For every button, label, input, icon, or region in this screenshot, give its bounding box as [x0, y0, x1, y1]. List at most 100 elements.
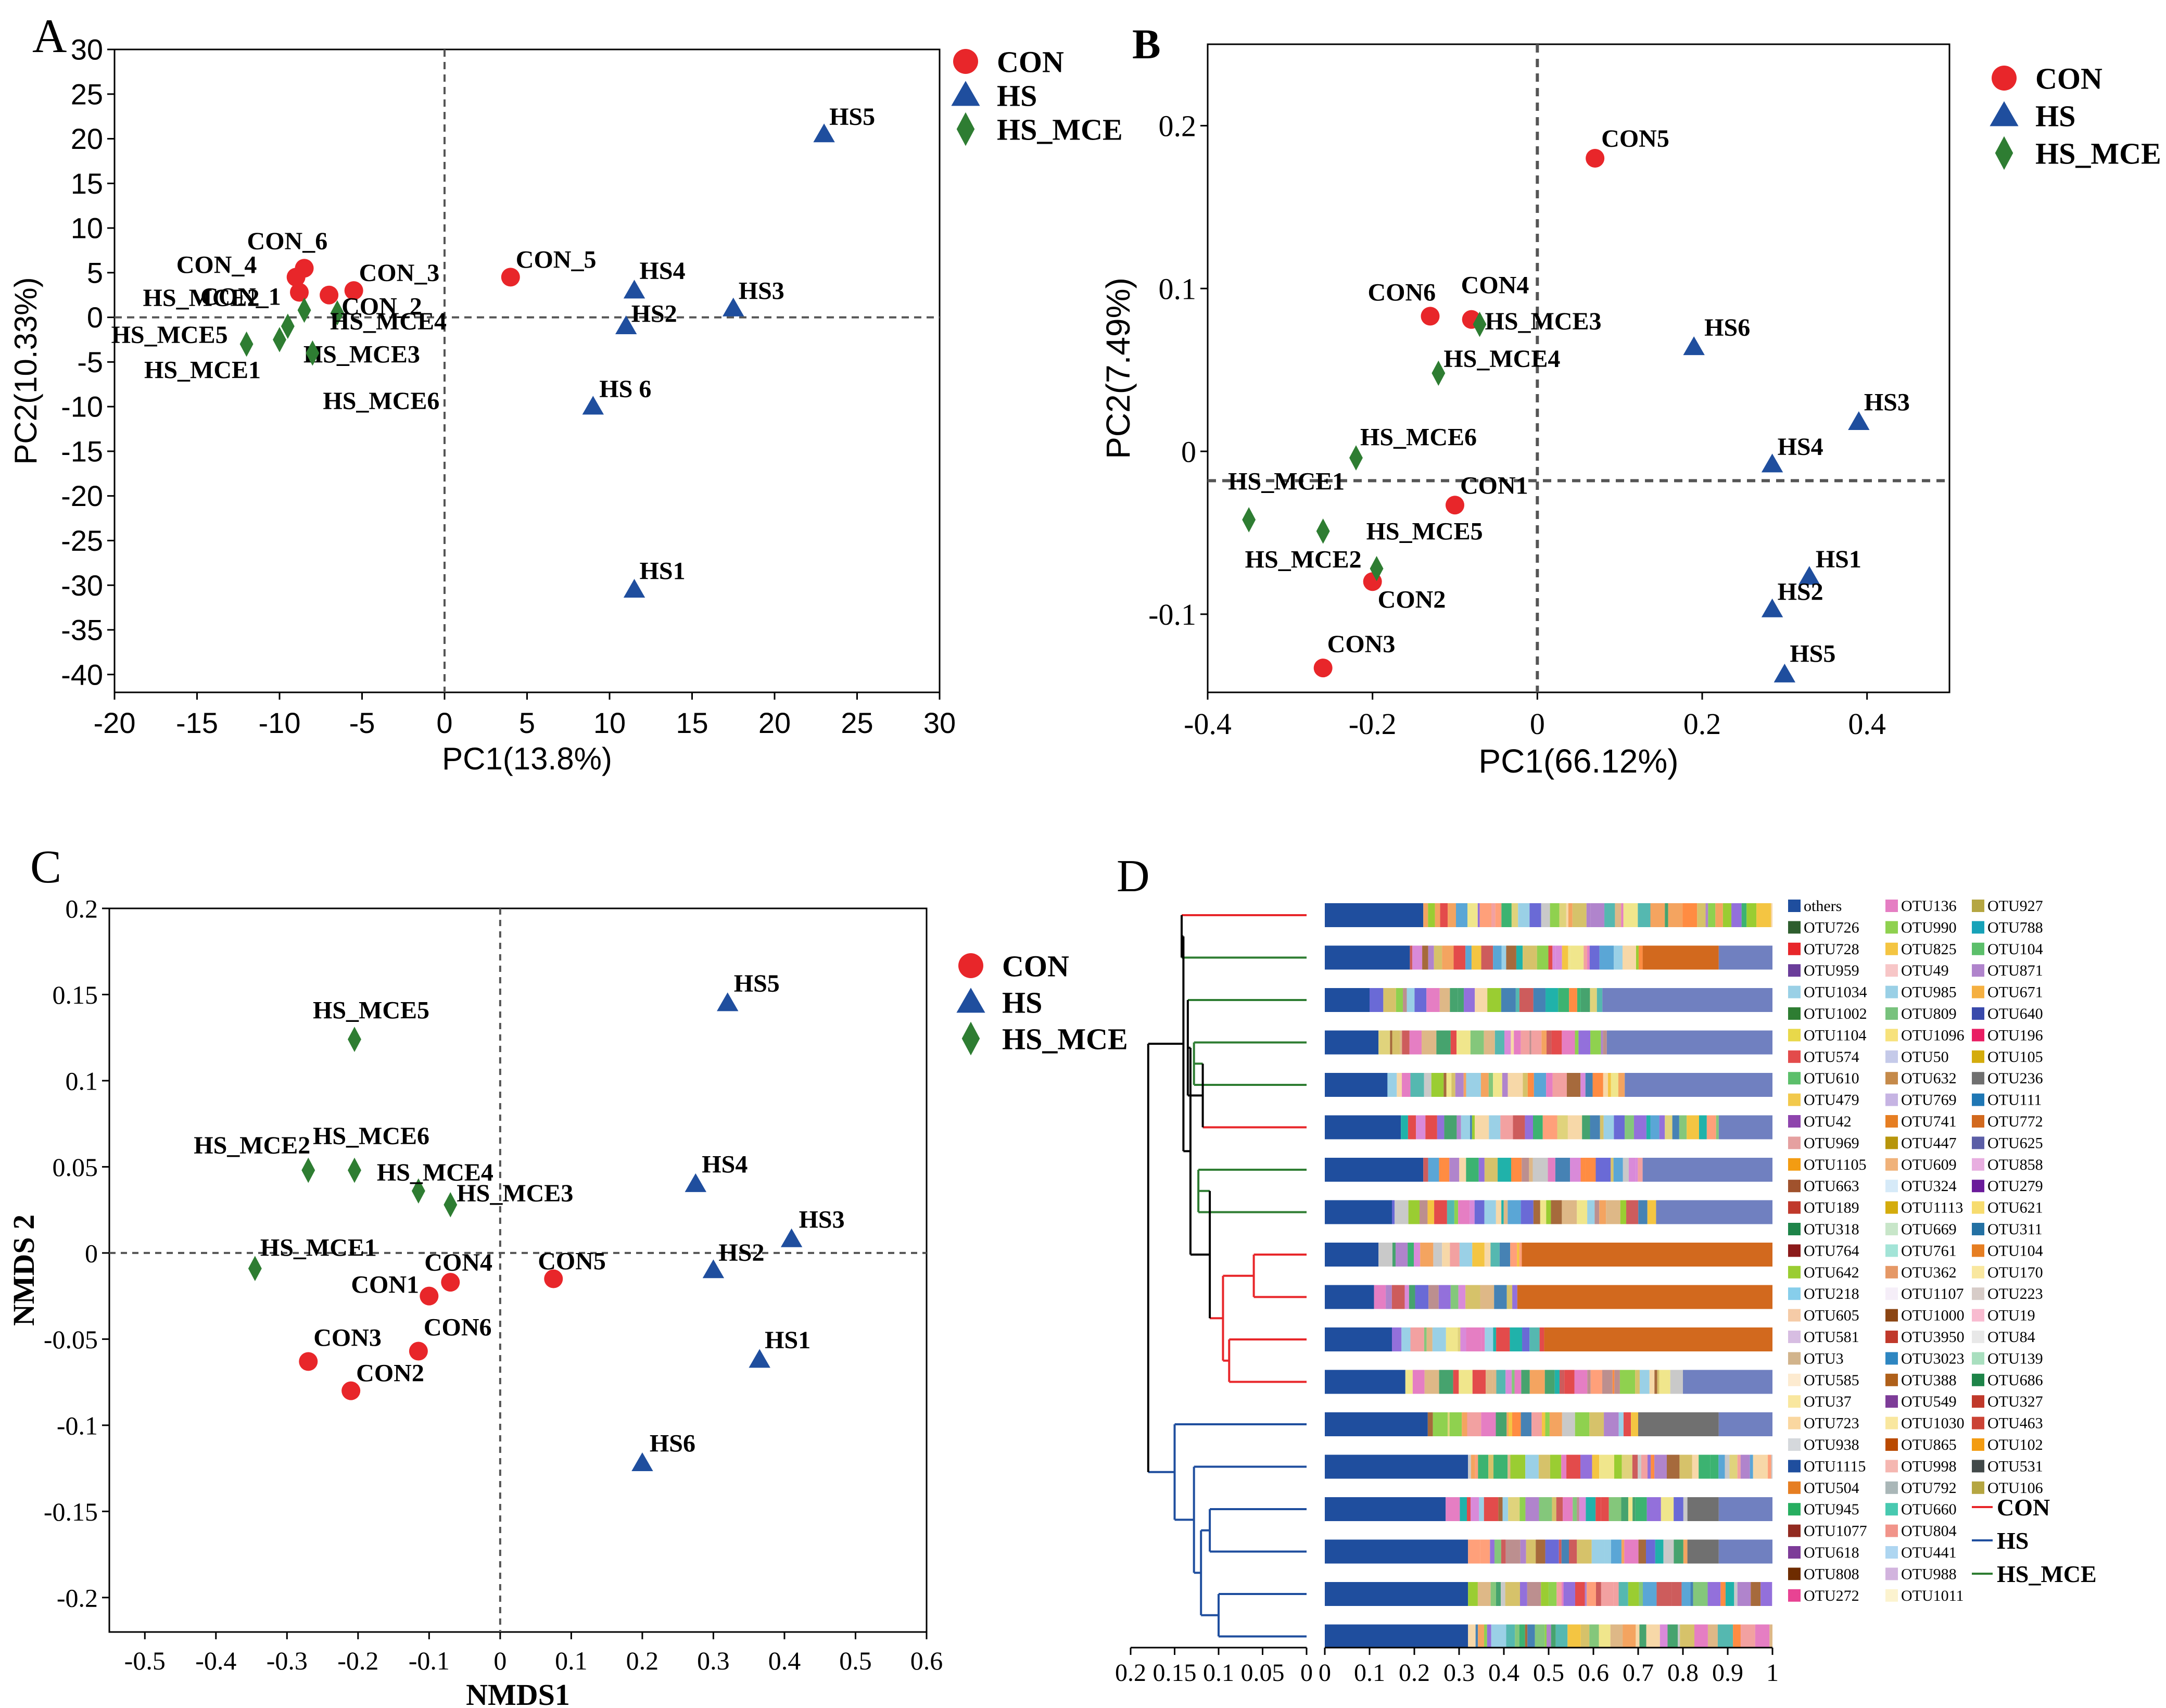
- legend-marker-hs: [956, 988, 985, 1013]
- bar-segment-otu: [1614, 945, 1623, 970]
- bar-segment-otu: [1512, 1370, 1515, 1394]
- otu-legend-label: OTU388: [1901, 1372, 1957, 1389]
- bar-segment-otu: [1655, 1539, 1664, 1564]
- bar-segment-otu: [1503, 1200, 1508, 1224]
- point-label: CON4: [1461, 272, 1529, 299]
- bar-segment-otu: [1683, 1539, 1688, 1564]
- bar-segment-otu: [1459, 1243, 1473, 1267]
- bar-segment-otu: [1414, 988, 1427, 1012]
- bar-segment-otu: [1490, 1243, 1500, 1267]
- bar-segment-otu: [1515, 1624, 1519, 1649]
- bar-segment-otu: [1487, 1624, 1491, 1649]
- bar-segment-otu: [1529, 903, 1541, 927]
- tree-legend-label: HS_MCE: [1997, 1561, 2097, 1587]
- bar-segment-otu: [1463, 1073, 1466, 1097]
- otu-legend-swatch: [1972, 1373, 1984, 1386]
- bar-segment-otu: [1579, 1497, 1586, 1521]
- otu-legend-label: OTU105: [1987, 1048, 2043, 1066]
- point-hs-mce: [281, 313, 295, 339]
- bar-segment-otu: [1659, 1370, 1670, 1394]
- point-label: HS2: [718, 1239, 764, 1267]
- bar-segment-otu: [1462, 1412, 1467, 1436]
- otu-legend-label: OTU170: [1987, 1264, 2043, 1281]
- point-label: HS1: [1816, 546, 1861, 573]
- bar-segment-otu: [1674, 1539, 1683, 1564]
- bar-segment-otu: [1623, 1412, 1631, 1436]
- point-hs: [723, 297, 744, 317]
- x-tick-label: 0: [436, 706, 452, 739]
- bar-segment-others: [1325, 1030, 1379, 1055]
- otu-legend-label: OTU621: [1987, 1199, 2043, 1217]
- bar-segment-otu: [1710, 1454, 1719, 1479]
- y-tick-label: -0.05: [44, 1325, 98, 1354]
- bar-segment-otu: [1478, 1454, 1489, 1479]
- otu-legend-swatch: [1885, 985, 1898, 998]
- bar-segment-otu: [1525, 1454, 1539, 1479]
- bar-segment-otu: [1401, 1327, 1411, 1351]
- otu-legend-swatch: [1885, 1309, 1898, 1322]
- bar-segment-otu: [1506, 1412, 1509, 1436]
- point-con: [1313, 659, 1333, 678]
- point-con: [409, 1342, 428, 1361]
- otu-legend-label: OTU671: [1987, 984, 2043, 1001]
- y-tick-label: 10: [71, 212, 103, 245]
- bar-segment-otu: [1614, 1115, 1625, 1140]
- bar-segment-otu: [1480, 1285, 1494, 1309]
- x-tick-label: -0.2: [337, 1646, 378, 1675]
- legend-label: HS_MCE: [1002, 1022, 1128, 1056]
- bar-axis-tick-label: 0.7: [1623, 1659, 1654, 1687]
- bar-segment-otu: [1536, 1539, 1546, 1564]
- bar-segment-otu: [1521, 1412, 1532, 1436]
- bar-segment-otu: [1455, 903, 1468, 927]
- otu-legend-label: OTU463: [1987, 1415, 2043, 1432]
- bar-segment-otu: [1466, 1327, 1481, 1351]
- point-label: HS6: [1704, 314, 1750, 341]
- bar-segment-otu: [1621, 1497, 1628, 1521]
- bar-segment-otu: [1422, 945, 1428, 970]
- bar-segment-otu: [1460, 1497, 1467, 1521]
- bar-segment-otu: [1590, 1370, 1602, 1394]
- bar-segment-otu: [1572, 903, 1587, 927]
- panel-c-nmds: -0.5 -0.4 -0.3 -0.2 -0.1 0 0.1 0.2 0.3 0.4 0.5 0.6 0…: [7, 894, 1128, 1708]
- point-con: [544, 1269, 563, 1288]
- bar-segment-otu: [1511, 1030, 1514, 1055]
- bar-segment-otu: [1681, 1582, 1691, 1606]
- y-tick-label: 30: [71, 33, 103, 66]
- bar-segment-otu: [1577, 1539, 1592, 1564]
- bar-segment-otu: [1683, 1497, 1688, 1521]
- bar-segment-otu: [1725, 1582, 1734, 1606]
- bar-segment-otu: [1477, 903, 1480, 927]
- bar-segment-otu: [1620, 1200, 1627, 1224]
- otu-legend-label: OTU792: [1901, 1479, 1957, 1497]
- otu-legend-label: OTU871: [1987, 962, 2043, 979]
- bar-segment-otu: [1590, 1030, 1601, 1055]
- bar-segment-otu: [1458, 1200, 1470, 1224]
- bar-segment-otu: [1566, 1073, 1581, 1097]
- bar-segment-otu: [1508, 1454, 1511, 1479]
- point-con: [290, 283, 309, 302]
- bar-segment-otu: [1665, 903, 1668, 927]
- bar-segment-otu: [1496, 1582, 1501, 1606]
- point-label: HS_MCE5: [111, 321, 228, 349]
- bar-segment-otu: [1521, 1200, 1534, 1224]
- bar-segment-otu: [1599, 1200, 1606, 1224]
- bar-segment-otu: [1490, 1030, 1495, 1055]
- y-tick-label: 0: [85, 1238, 98, 1268]
- bar-segment-otu: [1580, 1454, 1592, 1479]
- otu-legend-swatch: [1972, 1266, 1984, 1279]
- bar-segment-otu: [1645, 1539, 1655, 1564]
- bar-segment-otu: [1533, 1115, 1543, 1140]
- bar-segment-otu: [1502, 1497, 1509, 1521]
- otu-legend-swatch: [1885, 942, 1898, 955]
- point-label: CON_4: [176, 251, 257, 279]
- tree-axis-tick-label: 0.1: [1203, 1659, 1234, 1687]
- bar-segment-otu: [1479, 1497, 1484, 1521]
- bar-segment-others: [1325, 1624, 1468, 1649]
- otu-legend-swatch: [1972, 1093, 1984, 1106]
- point-label: HS_MCE3: [457, 1180, 573, 1207]
- bar-segment-otu: [1760, 1582, 1772, 1606]
- bar-segment-otu: [1551, 1030, 1562, 1055]
- panel-letter-b: B: [1132, 20, 1161, 68]
- bar-segment-otu: [1392, 1200, 1395, 1224]
